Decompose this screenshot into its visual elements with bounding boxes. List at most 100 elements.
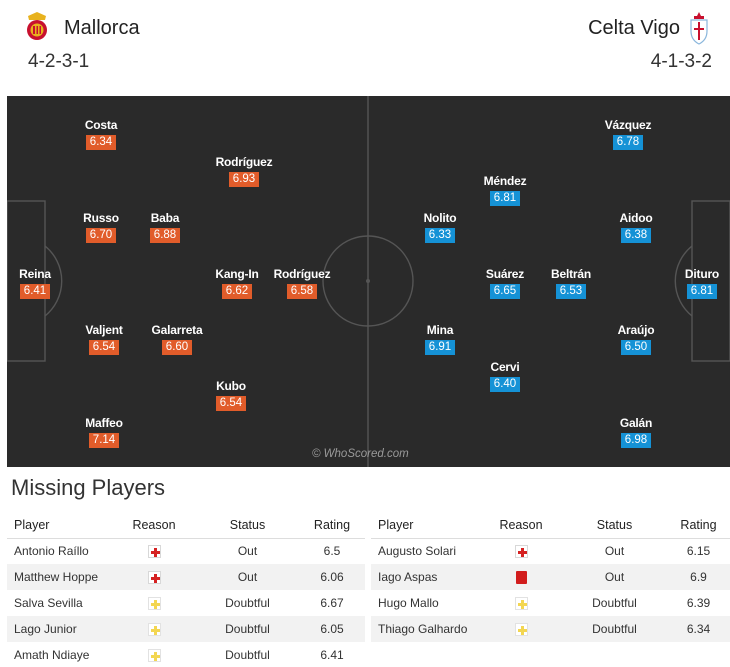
player-rating: 6.98: [620, 433, 652, 448]
player-name: Russo: [83, 211, 119, 225]
missing-player-name[interactable]: Amath Ndiaye: [14, 648, 90, 662]
missing-player-name[interactable]: Thiago Galhardo: [371, 616, 480, 642]
missing-player-name[interactable]: Hugo Mallo: [378, 596, 439, 610]
col-header-status: Status: [562, 512, 667, 539]
player-rating: 6.60: [161, 340, 193, 355]
missing-players-away-table: Player Reason Status Rating Augusto Sola…: [371, 512, 730, 642]
player-away[interactable]: Méndez 6.81: [465, 174, 545, 206]
player-home[interactable]: Rodríguez 6.93: [204, 155, 284, 187]
whoscored-watermark: © WhoScored.com: [312, 448, 409, 460]
player-away[interactable]: Araújo 6.50: [596, 323, 676, 355]
player-home[interactable]: Rodríguez 6.58: [262, 267, 342, 299]
doubtful-icon: [147, 623, 161, 637]
home-team-name[interactable]: Mallorca: [64, 17, 140, 39]
player-name: Aidoo: [619, 211, 653, 225]
player-away[interactable]: Cervi 6.40: [465, 360, 545, 392]
table-row: Lago Junior Doubtful 6.05: [7, 616, 365, 642]
player-rating: 6.53: [555, 284, 587, 299]
table-row: Thiago Galhardo Doubtful 6.34: [371, 616, 730, 642]
player-name: Galarreta: [151, 323, 203, 337]
player-name: Mina: [426, 323, 454, 337]
player-away[interactable]: Dituro 6.81: [662, 267, 730, 299]
player-name: Rodríguez: [215, 155, 273, 169]
player-rating: 6.62: [221, 284, 253, 299]
player-name: Méndez: [483, 174, 527, 188]
player-name: Cervi: [490, 360, 520, 374]
missing-status: Doubtful: [592, 596, 637, 610]
player-rating: 6.78: [612, 135, 644, 150]
player-rating: 6.54: [215, 396, 247, 411]
player-rating: 6.70: [85, 228, 117, 243]
player-away[interactable]: Vázquez 6.78: [588, 118, 668, 150]
player-name: Beltrán: [551, 267, 591, 281]
missing-status: Doubtful: [225, 596, 270, 610]
missing-rating: 6.15: [686, 544, 711, 559]
table-row: Amath Ndiaye Doubtful 6.41: [7, 642, 365, 667]
player-rating: 6.50: [620, 340, 652, 355]
player-home[interactable]: Maffeo 7.14: [64, 416, 144, 448]
missing-rating: 6.9: [667, 564, 730, 590]
table-row: Iago Aspas Out 6.9: [371, 564, 730, 590]
away-team-name[interactable]: Celta Vigo: [588, 17, 680, 39]
table-header-row: Player Reason Status Rating: [7, 512, 365, 539]
injury-icon: [147, 545, 161, 559]
player-rating: 6.91: [424, 340, 456, 355]
player-home[interactable]: Valjent 6.54: [64, 323, 144, 355]
missing-player-name[interactable]: Lago Junior: [7, 616, 112, 642]
col-header-player: Player: [7, 512, 112, 539]
col-header-reason: Reason: [480, 512, 562, 539]
player-home[interactable]: Galarreta 6.60: [137, 323, 217, 355]
player-name: Suárez: [485, 267, 525, 281]
player-away[interactable]: Aidoo 6.38: [596, 211, 676, 243]
col-header-reason: Reason: [112, 512, 196, 539]
missing-player-name[interactable]: Salva Sevilla: [14, 596, 83, 610]
player-away[interactable]: Nolito 6.33: [400, 211, 480, 243]
player-home[interactable]: Russo 6.70: [61, 211, 141, 243]
red-card-icon: [515, 571, 527, 585]
missing-status: Out: [562, 564, 667, 590]
missing-player-name[interactable]: Antonio Raíllo: [14, 544, 89, 559]
table-row: Salva Sevilla Doubtful 6.67: [7, 590, 365, 616]
player-rating: 6.40: [489, 377, 521, 392]
player-home[interactable]: Costa 6.34: [61, 118, 141, 150]
table-header-row: Player Reason Status Rating: [371, 512, 730, 539]
pitch-lines: [7, 96, 730, 467]
missing-player-name[interactable]: Matthew Hoppe: [7, 564, 112, 590]
player-away[interactable]: Beltrán 6.53: [531, 267, 611, 299]
missing-rating: 6.34: [667, 616, 730, 642]
player-name: Vázquez: [604, 118, 652, 132]
player-away[interactable]: Galán 6.98: [596, 416, 676, 448]
player-home[interactable]: Kubo 6.54: [191, 379, 271, 411]
missing-rating: 6.05: [299, 616, 365, 642]
missing-status: Out: [237, 544, 258, 559]
player-home[interactable]: Kang-In 6.62: [197, 267, 277, 299]
player-away[interactable]: Suárez 6.65: [465, 267, 545, 299]
doubtful-icon: [147, 597, 161, 611]
missing-rating: 6.41: [320, 648, 344, 662]
injury-icon: [147, 571, 161, 585]
player-home[interactable]: Baba 6.88: [125, 211, 205, 243]
missing-rating: 6.5: [323, 544, 341, 559]
missing-players-title: Missing Players: [11, 475, 166, 500]
player-rating: 6.65: [489, 284, 521, 299]
player-name: Maffeo: [85, 416, 123, 430]
table-row: Hugo Mallo Doubtful 6.39: [371, 590, 730, 616]
missing-player-name[interactable]: Iago Aspas: [371, 564, 480, 590]
player-away[interactable]: Mina 6.91: [400, 323, 480, 355]
match-header: Mallorca 4-2-3-1 Celta Vigo 4-1-3-2: [0, 0, 730, 92]
player-name: Kang-In: [215, 267, 259, 281]
table-row: Antonio Raíllo Out 6.5: [7, 538, 365, 564]
missing-player-name[interactable]: Augusto Solari: [378, 544, 457, 559]
player-home[interactable]: Reina 6.41: [7, 267, 75, 299]
player-rating: 6.81: [686, 284, 718, 299]
player-rating: 6.41: [19, 284, 51, 299]
player-name: Rodríguez: [273, 267, 331, 281]
player-name: Costa: [84, 118, 118, 132]
doubtful-icon: [147, 649, 161, 663]
player-name: Dituro: [684, 267, 720, 281]
doubtful-icon: [514, 597, 528, 611]
missing-rating: 6.67: [320, 596, 344, 610]
col-header-rating: Rating: [667, 512, 730, 539]
player-name: Valjent: [85, 323, 123, 337]
player-rating: 6.93: [228, 172, 260, 187]
